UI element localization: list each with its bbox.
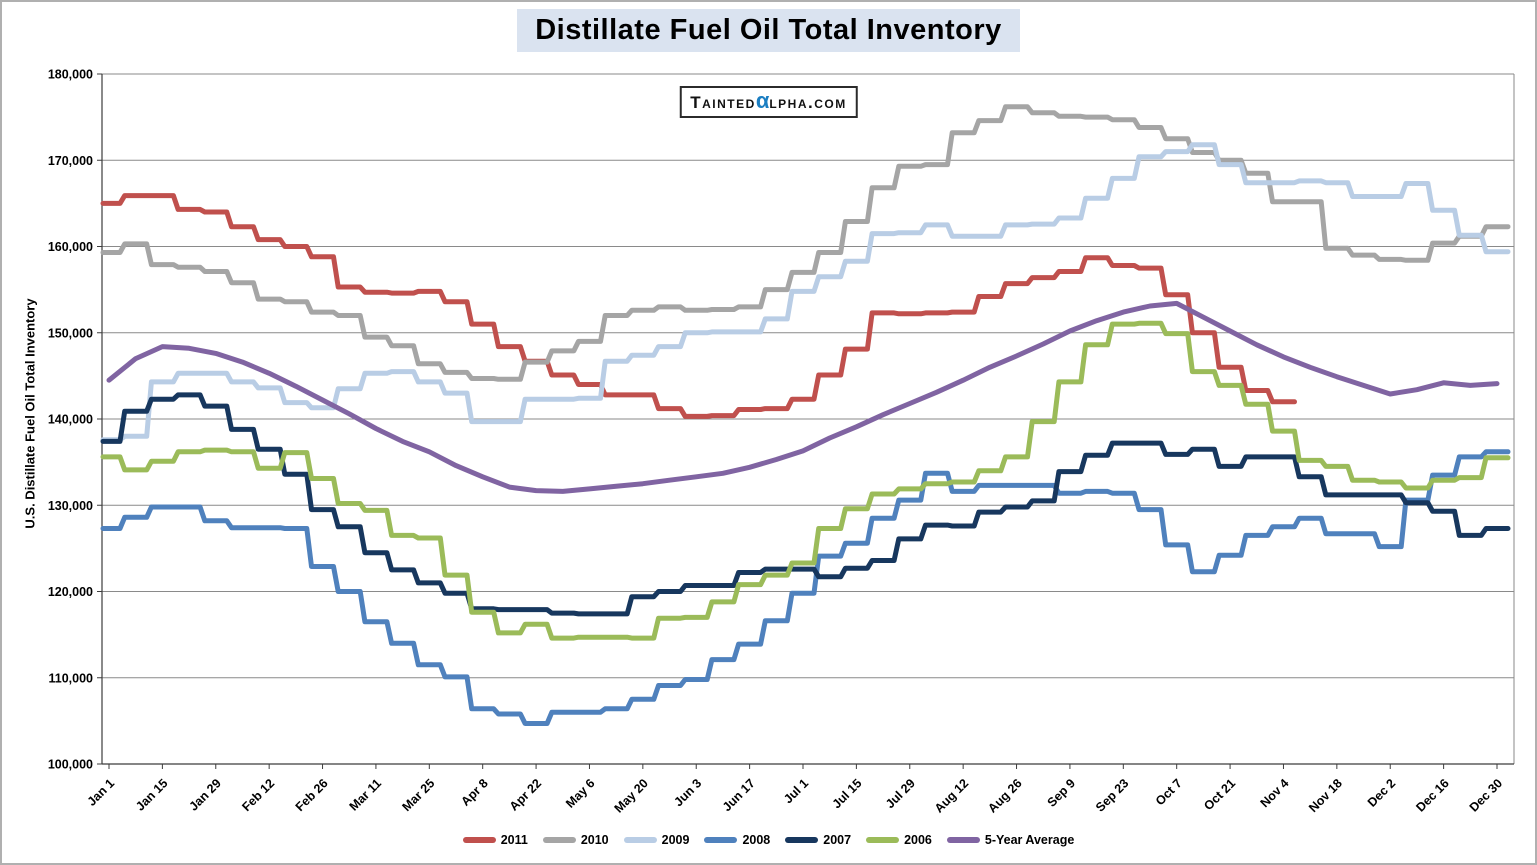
series-5-year-average-line bbox=[106, 300, 1500, 494]
legend-item-2009: 2009 bbox=[623, 833, 690, 847]
x-tick-label: Apr 22 bbox=[507, 776, 544, 813]
legend-label: 2011 bbox=[500, 833, 528, 847]
x-tick-label: Dec 16 bbox=[1413, 776, 1451, 814]
x-tick-label: Dec 30 bbox=[1467, 776, 1505, 814]
y-tick-label: 140,000 bbox=[48, 413, 93, 427]
legend-label: 2010 bbox=[580, 833, 609, 847]
x-tick-label: Feb 26 bbox=[293, 776, 331, 814]
x-tick-label: Dec 2 bbox=[1365, 776, 1399, 810]
x-tick-label: Aug 26 bbox=[985, 776, 1024, 815]
y-tick-label: 180,000 bbox=[48, 68, 93, 82]
y-tick-label: 130,000 bbox=[48, 499, 93, 513]
x-tick-label: Mar 25 bbox=[400, 776, 438, 814]
x-tick-label: Jun 17 bbox=[720, 776, 758, 814]
watermark: Taintedαlpha.com bbox=[679, 86, 858, 118]
x-tick-label: Jun 3 bbox=[671, 776, 704, 809]
chart-title: Distillate Fuel Oil Total Inventory bbox=[517, 9, 1020, 52]
watermark-pre: Tainted bbox=[690, 93, 756, 112]
x-tick-label: Sep 23 bbox=[1093, 776, 1131, 814]
legend-label: 2006 bbox=[904, 833, 932, 847]
x-tick-label: Nov 18 bbox=[1306, 776, 1345, 815]
legend-swatch bbox=[866, 837, 900, 843]
watermark-alpha-glyph: α bbox=[755, 88, 770, 113]
title-row: Distillate Fuel Oil Total Inventory bbox=[2, 9, 1535, 52]
x-tick-label: Mar 11 bbox=[347, 776, 384, 813]
x-tick-label: Jul 29 bbox=[883, 776, 918, 811]
legend: 2011 2010 2009 2008 2007 2006 5-Year Average bbox=[2, 833, 1535, 847]
series-2008-line bbox=[100, 449, 1511, 726]
x-tick-label: Oct 7 bbox=[1153, 776, 1185, 808]
legend-item-5-year-average: 5-Year Average bbox=[946, 833, 1075, 847]
x-tick-label: Sep 9 bbox=[1045, 776, 1079, 810]
legend-item-2008: 2008 bbox=[704, 833, 770, 847]
legend-label: 5-Year Average bbox=[984, 833, 1075, 847]
y-tick-label: 110,000 bbox=[49, 671, 94, 685]
y-tick-label: 120,000 bbox=[48, 585, 93, 599]
legend-item-2011: 2011 bbox=[462, 833, 528, 847]
x-tick-label: Oct 21 bbox=[1201, 776, 1238, 813]
legend-swatch bbox=[462, 837, 496, 843]
x-tick-label: Apr 8 bbox=[458, 776, 491, 809]
series-2009-line bbox=[100, 142, 1511, 443]
x-tick-label: Jan 29 bbox=[186, 776, 223, 813]
legend-swatch bbox=[785, 837, 819, 843]
series-2006-line bbox=[100, 320, 1511, 641]
legend-swatch bbox=[704, 837, 738, 843]
x-tick-label: Jul 1 bbox=[781, 776, 811, 806]
y-tick-label: 160,000 bbox=[48, 240, 93, 254]
legend-item-2007: 2007 bbox=[785, 833, 851, 847]
x-tick-label: Jan 1 bbox=[85, 776, 118, 809]
x-tick-label: Nov 4 bbox=[1258, 776, 1292, 810]
legend-swatch bbox=[542, 837, 576, 843]
legend-label: 2008 bbox=[742, 833, 771, 847]
series-2011-line bbox=[100, 193, 1297, 419]
series-2010-line bbox=[100, 104, 1511, 382]
legend-item-2006: 2006 bbox=[866, 833, 932, 847]
x-tick-label: May 6 bbox=[563, 776, 597, 810]
x-tick-label: Aug 12 bbox=[932, 776, 971, 815]
legend-swatch bbox=[623, 837, 657, 843]
x-tick-label: Jul 15 bbox=[830, 776, 865, 811]
x-tick-label: Jan 15 bbox=[133, 776, 170, 813]
legend-item-2010: 2010 bbox=[542, 833, 609, 847]
x-tick-label: Feb 12 bbox=[239, 776, 277, 814]
y-tick-label: 170,000 bbox=[48, 154, 93, 168]
legend-swatch bbox=[946, 837, 980, 843]
series-2007-line bbox=[100, 392, 1511, 617]
y-tick-label: 100,000 bbox=[48, 758, 93, 772]
legend-label: 2007 bbox=[823, 833, 852, 847]
x-tick-label: May 20 bbox=[612, 776, 651, 815]
y-tick-label: 150,000 bbox=[48, 326, 93, 340]
legend-label: 2009 bbox=[661, 833, 690, 847]
watermark-post: lpha.com bbox=[769, 93, 847, 112]
